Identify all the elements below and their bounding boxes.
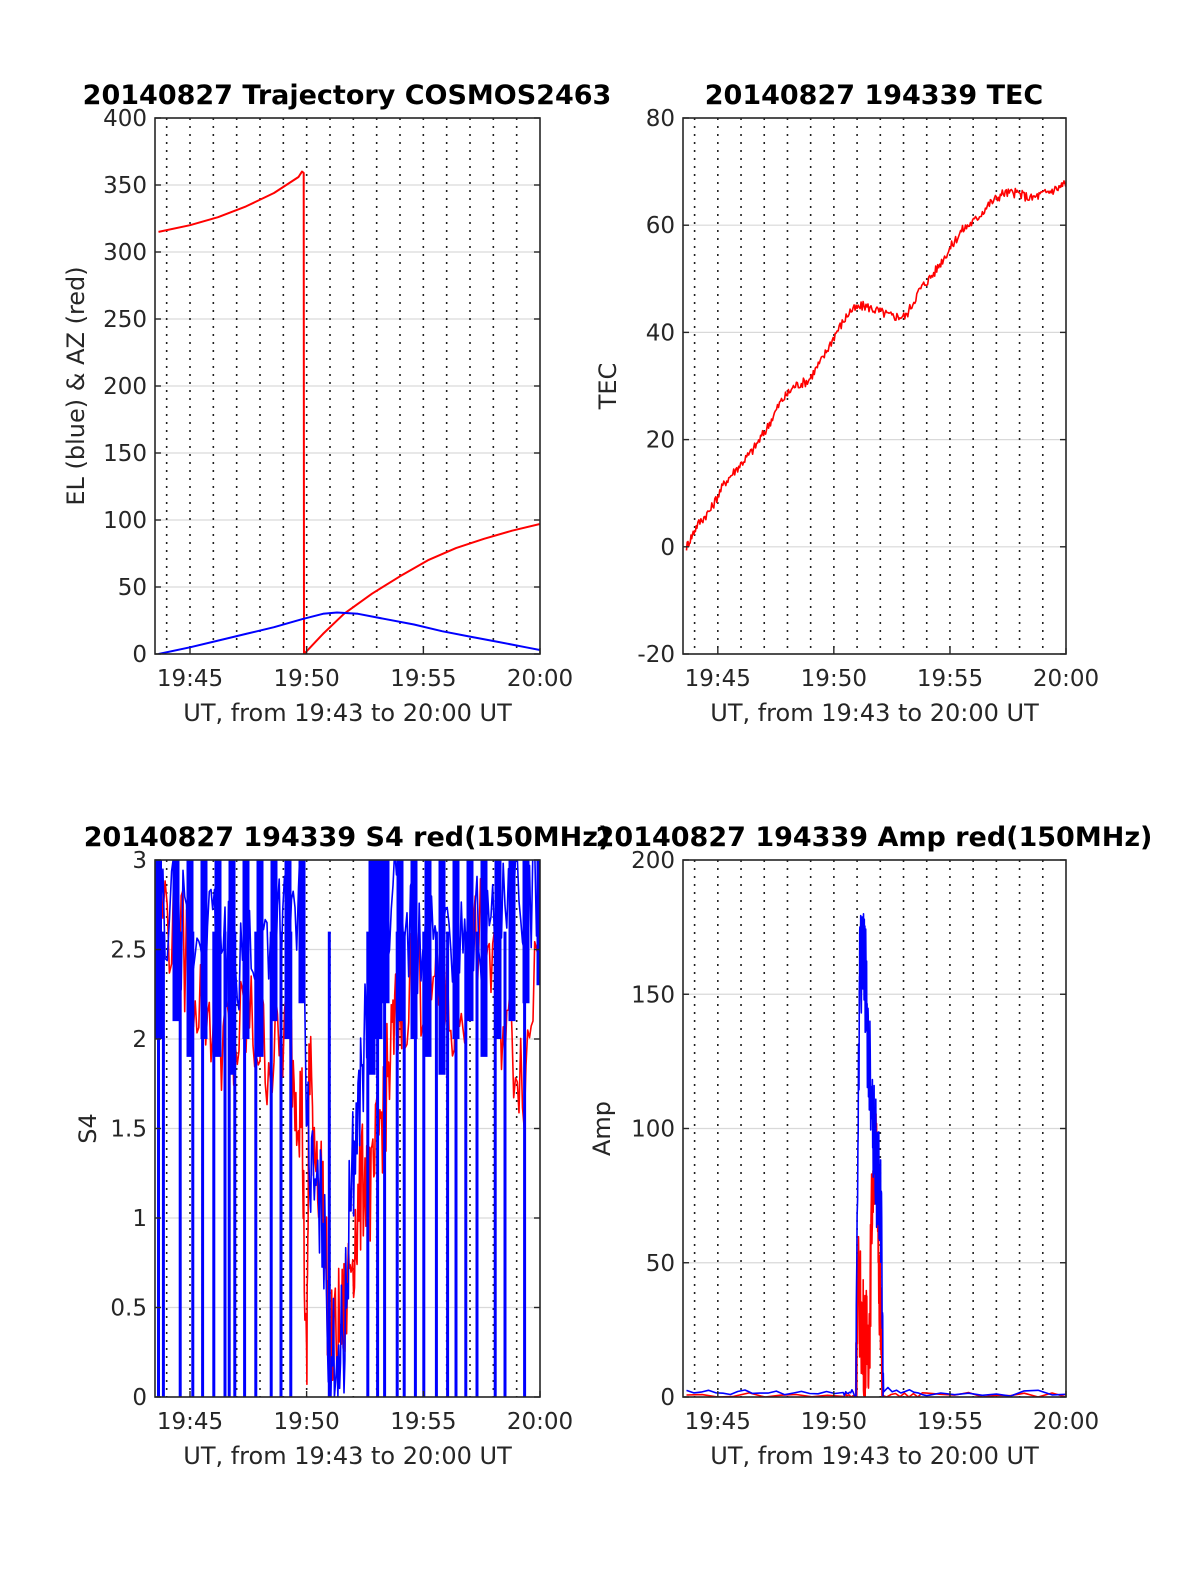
trajectory-ytick-label: 150	[103, 441, 147, 467]
tec-x-axis-label: UT, from 19:43 to 20:00 UT	[710, 699, 1039, 727]
s4-ytick-label: 1.5	[110, 1117, 147, 1143]
amp-xtick-label: 19:45	[685, 1409, 751, 1435]
s4-ytick-label: 2	[132, 1027, 147, 1053]
amp-plot-area	[686, 913, 1066, 1397]
s4-panel: 0 0.5 1 1.5 2 2.5 3 19:45 19:50 19:55 20:00 2014082…	[74, 822, 610, 1470]
amp-xtick-label: 19:50	[801, 1409, 867, 1435]
tec-ytick-label: 20	[646, 428, 675, 454]
trajectory-series-blue-line	[158, 611, 540, 654]
tec-xtick-label: 19:45	[685, 666, 751, 692]
s4-x-axis-label: UT, from 19:43 to 20:00 UT	[183, 1442, 512, 1470]
trajectory-ytick-label: 50	[118, 575, 147, 601]
s4-ytick-label: 0.5	[110, 1296, 147, 1322]
trajectory-ytick-label: 350	[103, 173, 147, 199]
s4-ytick-label: 0	[132, 1385, 147, 1411]
trajectory-y-axis-label: EL (blue) & AZ (red)	[62, 266, 90, 505]
amp-panel: 0 50 100 150 200 19:45 19:50 19:55 20:00 20140827…	[588, 822, 1152, 1470]
trajectory-xtick-label: 20:00	[507, 666, 573, 692]
amp-xtick-label: 20:00	[1033, 1409, 1099, 1435]
s4-xtick-label: 19:55	[390, 1409, 456, 1435]
tec-plot-area	[685, 180, 1066, 551]
s4-ytick-label: 2.5	[110, 938, 147, 964]
tec-axes-frame	[682, 117, 1067, 655]
tec-title: 20140827 194339 TEC	[705, 80, 1044, 111]
tec-y-axis-label: TEC	[594, 363, 622, 411]
s4-title: 20140827 194339 S4 red(150MHz)	[84, 822, 611, 853]
tec-xtick-label: 19:50	[801, 666, 867, 692]
amp-y-axis-label: Amp	[588, 1101, 616, 1156]
amp-xtick-label: 19:55	[917, 1409, 983, 1435]
s4-xtick-label: 20:00	[507, 1409, 573, 1435]
amp-series-blue-line	[686, 913, 1066, 1397]
trajectory-ytick-label: 250	[103, 307, 147, 333]
tec-xtick-label: 19:55	[917, 666, 983, 692]
tec-xtick-label: 20:00	[1033, 666, 1099, 692]
amp-ytick-label: 100	[631, 1117, 675, 1143]
tec-ytick-label: 0	[660, 535, 675, 561]
tec-panel: -20 0 20 40 60 80 19:45 19:50 19:55 20:00 20140827…	[594, 80, 1099, 727]
tec-ytick-label: 80	[646, 106, 675, 132]
s4-ytick-label: 1	[132, 1206, 147, 1232]
amp-x-axis-label: UT, from 19:43 to 20:00 UT	[710, 1442, 1039, 1470]
amp-ytick-label: 200	[631, 848, 675, 874]
amp-ytick-label: 50	[646, 1251, 675, 1277]
tec-ytick-label: -20	[637, 642, 675, 668]
s4-xtick-label: 19:45	[157, 1409, 223, 1435]
trajectory-x-axis-label: UT, from 19:43 to 20:00 UT	[183, 699, 512, 727]
trajectory-ytick-label: 400	[103, 106, 147, 132]
trajectory-xtick-label: 19:55	[390, 666, 456, 692]
tec-series-red-line	[685, 180, 1066, 551]
trajectory-panel: 0 50 100 150 200 250 300 350 400 19:45 19:50 19:55 2…	[62, 80, 611, 727]
amp-ytick-label: 0	[660, 1385, 675, 1411]
trajectory-xtick-label: 19:50	[273, 666, 339, 692]
trajectory-ytick-label: 200	[103, 374, 147, 400]
s4-y-axis-label: S4	[74, 1113, 102, 1144]
amp-ytick-label: 150	[631, 982, 675, 1008]
trajectory-ytick-label: 0	[132, 642, 147, 668]
s4-series-blue-line	[157, 860, 540, 1397]
amp-title: 20140827 194339 Amp red(150MHz)	[596, 822, 1153, 853]
trajectory-title: 20140827 Trajectory COSMOS2463	[83, 80, 612, 111]
tec-ytick-label: 40	[646, 320, 675, 346]
trajectory-ytick-label: 100	[103, 508, 147, 534]
trajectory-ytick-label: 300	[103, 240, 147, 266]
s4-ytick-label: 3	[132, 848, 147, 874]
s4-plot-area	[155, 860, 540, 1397]
s4-xtick-label: 19:50	[273, 1409, 339, 1435]
trajectory-xtick-label: 19:45	[157, 666, 223, 692]
tec-ytick-label: 60	[646, 213, 675, 239]
trajectory-plot-area	[158, 170, 540, 654]
trajectory-series-red-line	[158, 170, 540, 654]
